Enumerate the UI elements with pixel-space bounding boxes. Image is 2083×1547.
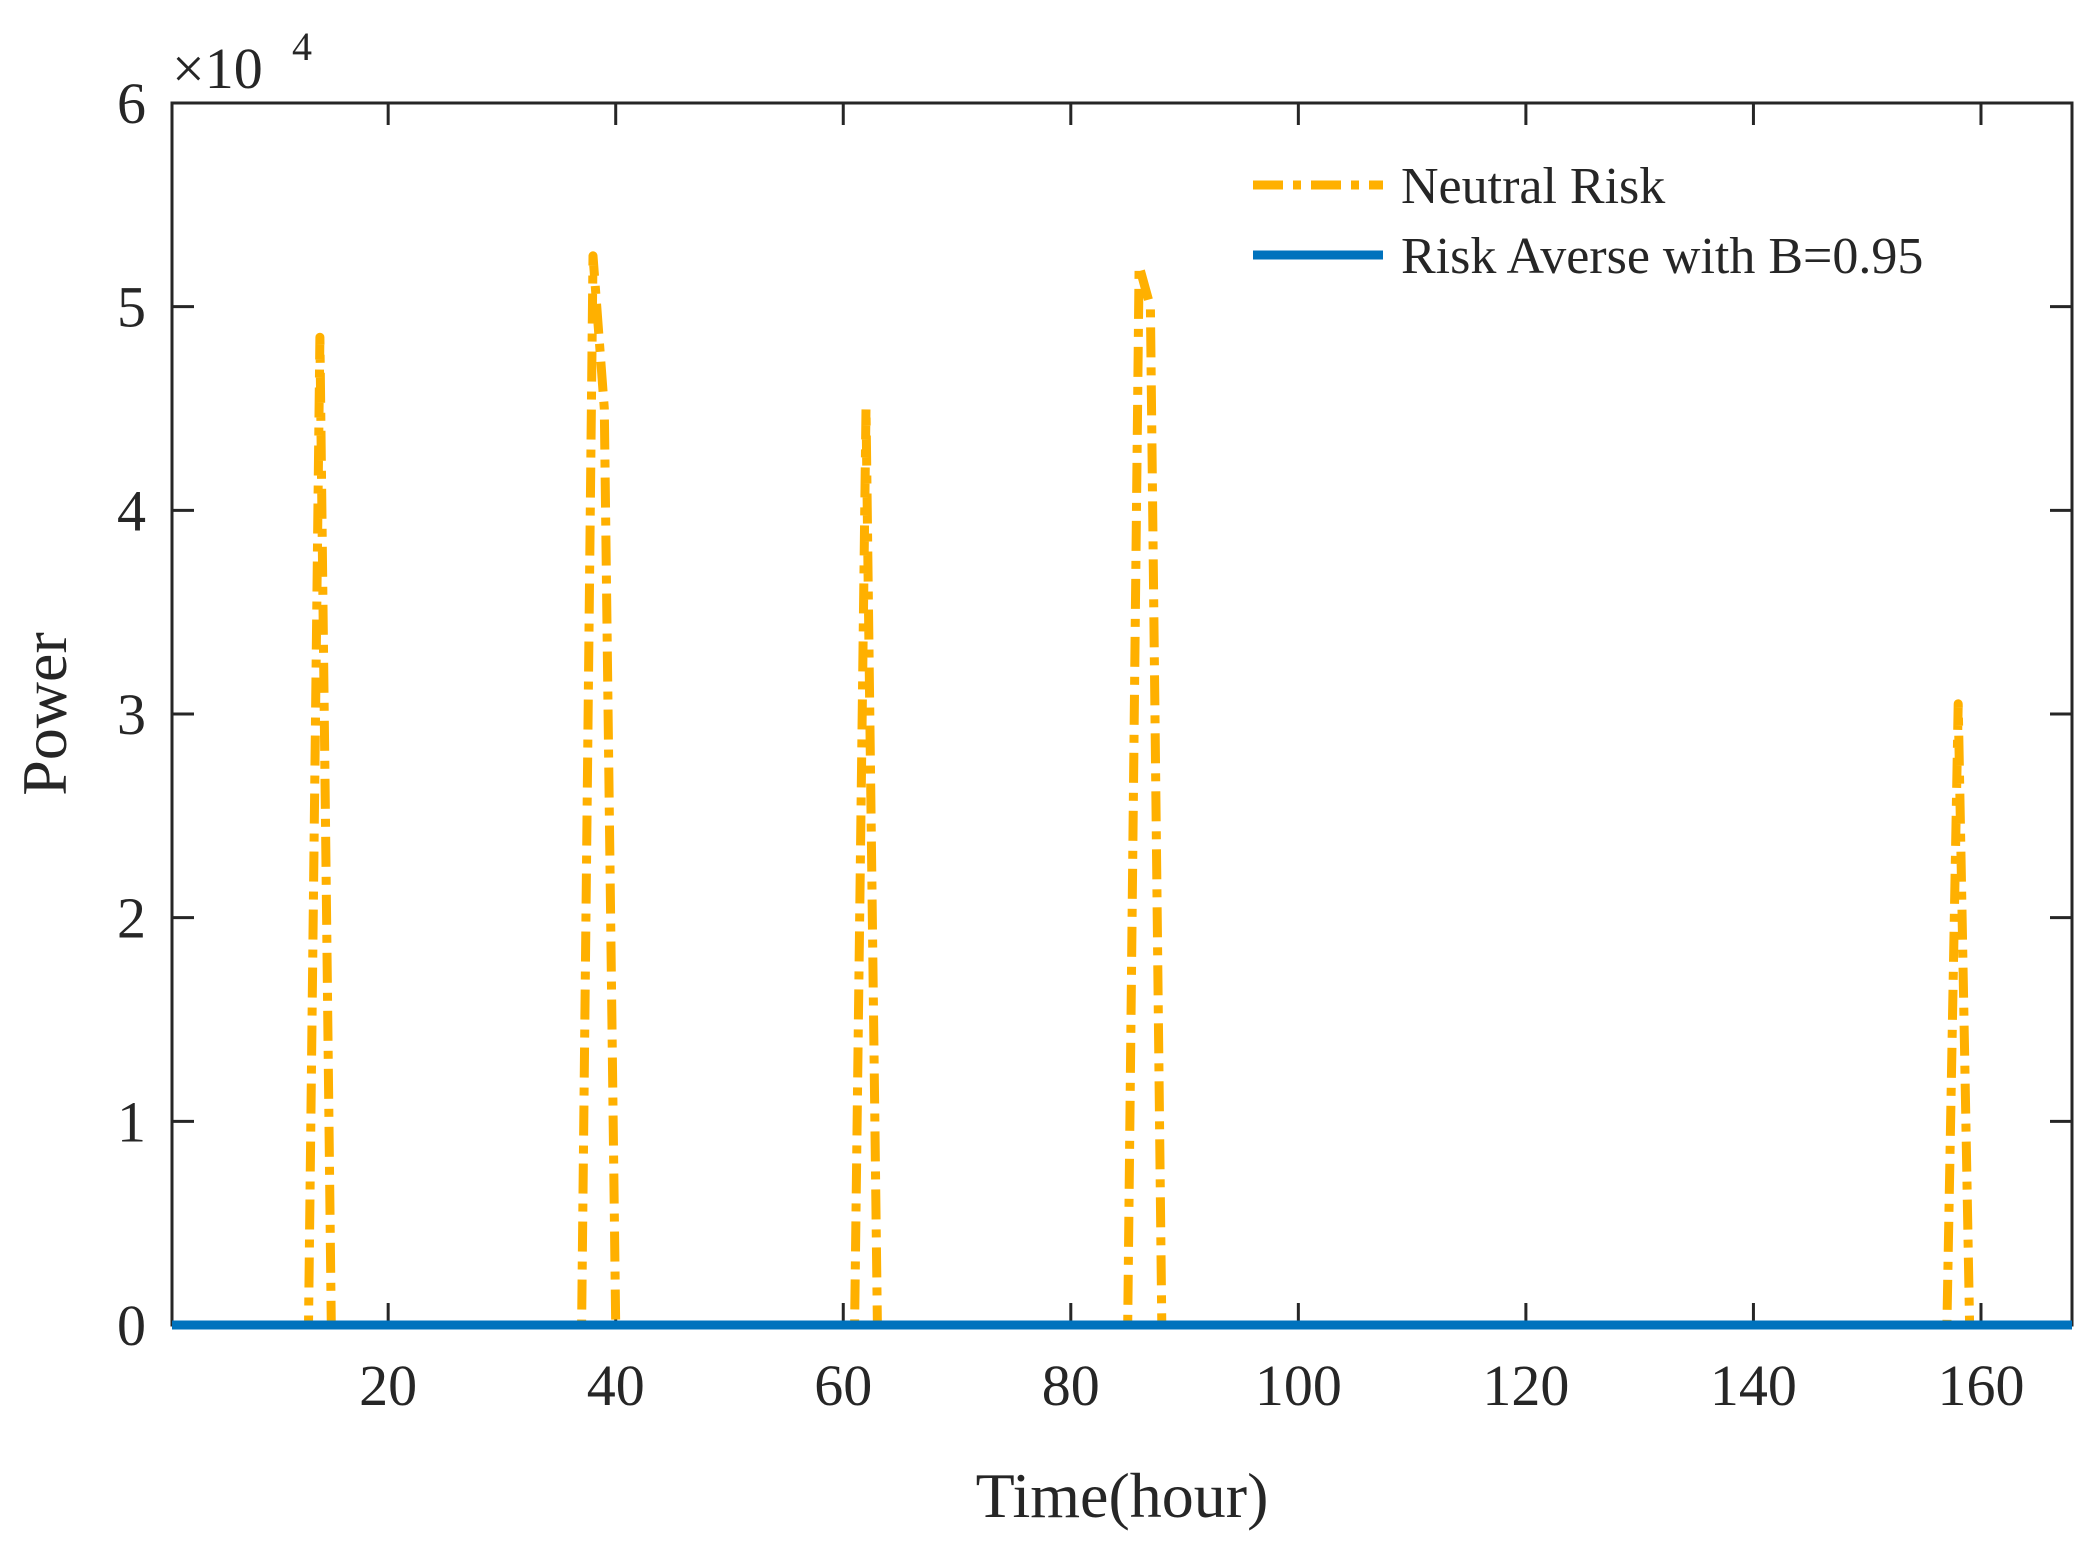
x-tick-label: 120 bbox=[1482, 1353, 1569, 1418]
legend-label: Risk Averse with B=0.95 bbox=[1401, 228, 1923, 285]
series-layer bbox=[172, 251, 2072, 1330]
x-tick-label: 100 bbox=[1255, 1353, 1342, 1418]
y-exponent-base: ×10 bbox=[172, 36, 263, 101]
x-tick-label: 160 bbox=[1937, 1353, 2024, 1418]
y-exponent-power: 4 bbox=[292, 24, 312, 69]
x-tick-label: 20 bbox=[359, 1353, 417, 1418]
y-axis-label: Power bbox=[9, 632, 80, 796]
y-tick-label: 6 bbox=[117, 71, 146, 136]
legend-label: Neutral Risk bbox=[1401, 158, 1665, 215]
y-tick-label: 4 bbox=[117, 478, 146, 543]
y-tick-label: 5 bbox=[117, 275, 146, 340]
x-tick-label: 140 bbox=[1710, 1353, 1797, 1418]
x-tick-label: 40 bbox=[587, 1353, 645, 1418]
y-tick-label: 1 bbox=[117, 1089, 146, 1154]
plot-area bbox=[170, 101, 2074, 1327]
y-tick-label: 0 bbox=[117, 1293, 146, 1358]
x-tick-label: 80 bbox=[1042, 1353, 1100, 1418]
y-tick-label: 3 bbox=[117, 682, 146, 747]
legend: Neutral Risk Risk Averse with B=0.95 bbox=[1253, 158, 1923, 285]
x-axis-ticks: 20 40 60 80 100 120 140 160 bbox=[359, 103, 2024, 1418]
x-tick-label: 60 bbox=[814, 1353, 872, 1418]
y-tick-label: 2 bbox=[117, 886, 146, 951]
y-axis-ticks: 0 1 2 3 4 5 6 bbox=[117, 71, 2072, 1358]
x-axis-label: Time(hour) bbox=[976, 1460, 1269, 1531]
